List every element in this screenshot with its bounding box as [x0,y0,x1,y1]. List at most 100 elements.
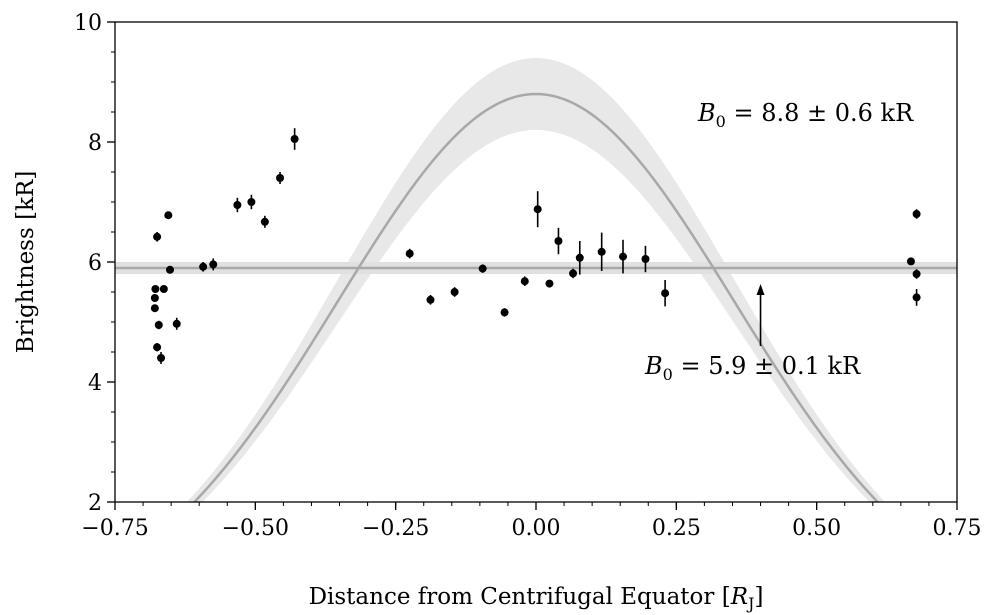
data-point [405,248,414,259]
data-point [166,265,175,274]
data-point-marker [166,265,175,274]
y-tick-label: 2 [88,491,102,516]
data-point [661,280,670,307]
data-point [569,268,578,279]
x-tick-label: −0.75 [81,516,148,541]
data-point-marker [426,295,435,304]
data-point [276,172,285,184]
gaussian-uncertainty-band [186,58,886,502]
data-point [164,211,173,220]
data-point-marker [912,293,921,302]
data-point-marker [199,262,208,271]
constant-label-sub: 0 [663,365,673,384]
data-point [554,227,563,255]
data-point-marker [450,288,459,296]
data-point-marker [912,270,921,278]
data-point [150,304,159,313]
data-point [159,285,168,293]
data-point [151,285,160,293]
data-point [912,269,921,279]
data-point [153,232,162,242]
data-point [154,320,163,330]
data-point [520,276,529,286]
x-axis-label: Distance from Centrifugal Equator [RJ] [309,584,764,613]
data-point-marker [554,237,563,245]
data-point [575,241,584,275]
data-point [906,257,915,266]
data-point-marker [533,205,542,214]
constant-label-var: B [644,352,663,380]
y-tick-label: 6 [88,251,102,276]
data-point-marker [906,257,915,266]
data-point-marker [405,249,414,258]
data-point-marker [164,211,173,220]
data-point-marker [290,135,299,143]
data-point [426,295,435,305]
data-point [641,245,650,273]
data-point-marker [153,343,162,352]
x-tick-label: 0.50 [792,516,841,541]
x-axis-label-end: ] [754,584,763,610]
data-point-marker [641,255,650,263]
x-tick-label: 0.75 [933,516,982,541]
data-point-marker [545,279,554,288]
data-point [153,343,162,352]
data-point [247,194,256,210]
data-point-marker [276,174,285,182]
data-point-marker [478,264,487,273]
x-tick-label: −0.25 [362,516,429,541]
data-point-marker [159,285,168,293]
x-axis-label-text: Distance from Centrifugal Equator [ [309,584,731,610]
data-point-marker [153,232,162,241]
plot-area [115,58,957,502]
data-point-marker [260,217,269,226]
data-point-marker [233,201,242,209]
constant-model-arrow-head [756,284,765,295]
gaussian-model-label: B0 = 8.8 ± 0.6 kR [697,99,914,131]
data-point-marker [500,308,509,317]
data-point-marker [172,319,181,328]
y-axis-label: Brightness [kR] [13,171,39,354]
gaussian-label-var: B [697,99,716,127]
data-point-marker [247,198,256,206]
data-point-marker [661,289,670,298]
data-point [209,258,218,271]
plot-layer: −0.75 −0.50 −0.25 0.00 0.25 0.50 0.75 2 4 6 8 10 [74,11,982,541]
y-tick-label: 8 [88,131,102,156]
data-point [912,209,921,219]
data-point [150,294,159,302]
data-point-marker [150,304,159,313]
y-tick-label: 4 [88,371,102,396]
data-point [450,287,459,297]
data-point-marker [619,252,628,261]
data-point-marker [209,260,218,269]
data-point-marker [575,253,584,262]
x-tick-label: 0.00 [512,516,561,541]
data-point [157,352,166,364]
gaussian-label-sub: 0 [716,112,726,131]
data-point-marker [569,269,578,278]
data-point [199,262,208,272]
data-point [290,128,299,150]
data-point [533,191,542,228]
data-point [172,317,181,330]
data-point-marker [520,277,529,286]
data-point [233,197,242,213]
data-point-marker [150,294,159,302]
x-tick-label: −0.50 [222,516,289,541]
gaussian-model-line [192,92,880,502]
data-point-marker [912,210,921,218]
data-point-marker [597,247,606,256]
data-point [545,279,554,288]
constant-label-rest: = 5.9 ± 0.1 kR [673,352,861,380]
data-point-marker [154,321,163,329]
gaussian-label-rest: = 8.8 ± 0.6 kR [726,99,914,127]
data-point [500,308,509,317]
data-point [597,232,606,271]
constant-model-label: B0 = 5.9 ± 0.1 kR [644,352,861,384]
data-point [619,239,628,274]
data-point-marker [151,285,160,293]
data-point-marker [157,354,166,362]
data-point [912,289,921,306]
